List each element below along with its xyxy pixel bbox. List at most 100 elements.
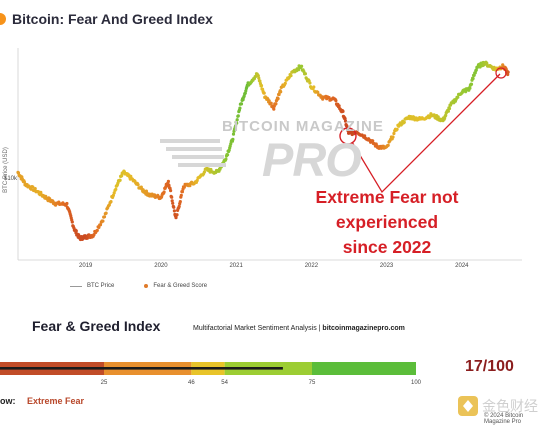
annotation-arrow-lines	[351, 73, 501, 194]
legend-line-icon	[70, 285, 82, 287]
price-point	[447, 106, 452, 111]
price-point	[276, 97, 280, 101]
price-point	[238, 106, 242, 110]
gauge-threshold-label: 75	[309, 380, 316, 386]
legend-label-score: Fear & Greed Score	[153, 283, 208, 289]
gauge-threshold-label: 25	[101, 380, 108, 386]
gauge-segment	[312, 362, 416, 375]
annotation-line-3: since 2022	[342, 237, 432, 257]
price-point	[98, 223, 103, 227]
price-point	[432, 113, 436, 117]
price-point	[337, 104, 341, 108]
legend-item-price[interactable]: BTC Price	[70, 283, 114, 289]
price-point	[231, 137, 235, 141]
price-point	[166, 179, 170, 183]
now-label: ow:	[0, 396, 16, 406]
x-tick-labels: 2019 2020 2021 2022 2023 2024	[79, 263, 469, 269]
x-tick-label: 2024	[455, 263, 469, 269]
price-point	[171, 201, 175, 205]
price-point	[170, 199, 174, 203]
annotation-line-1: Extreme Fear not	[315, 187, 459, 207]
price-point	[506, 72, 510, 77]
price-point	[267, 99, 271, 103]
chart-legend: BTC Price Fear & Greed Score	[70, 283, 207, 289]
price-point	[469, 82, 474, 86]
price-point	[334, 99, 338, 103]
price-point	[444, 113, 448, 117]
price-point	[259, 84, 264, 88]
price-point	[226, 153, 230, 157]
price-point	[33, 187, 37, 191]
chart-header: Bitcoin: Fear And Greed Index	[0, 0, 550, 40]
price-point	[256, 74, 260, 78]
price-point	[231, 132, 236, 136]
gauge-threshold-labels: 25 46 54 75 100	[101, 380, 422, 386]
y-tick-labels: $10k	[4, 176, 18, 182]
y-tick-label: $10k	[4, 176, 18, 182]
price-point	[308, 81, 312, 85]
fear-greed-subtitle: Multifactorial Market Sentiment Analysis…	[193, 325, 405, 332]
price-point	[303, 72, 307, 76]
watermark-bars-icon	[160, 135, 240, 175]
site-link[interactable]: bitcoinmagazinepro.com	[322, 325, 405, 332]
price-point	[506, 70, 510, 74]
legend-label-price: BTC Price	[87, 283, 115, 289]
price-point	[312, 85, 316, 89]
x-tick-label: 2020	[154, 263, 168, 269]
price-point	[118, 178, 122, 182]
price-point	[241, 98, 245, 102]
highlight-circle-2022	[339, 127, 357, 145]
price-point	[162, 190, 166, 194]
price-point	[229, 142, 233, 146]
price-point	[474, 68, 478, 72]
extreme-fear-annotation: Extreme Fear not experienced since 2022	[298, 185, 476, 260]
now-sentiment: Extreme Fear	[27, 396, 85, 406]
price-point	[177, 204, 181, 208]
price-chart: 2019 2020 2021 2022 2023 2024 $10k BTC Price …	[3, 48, 522, 269]
price-point	[316, 90, 320, 94]
legend-dot-icon	[144, 284, 149, 288]
x-tick-label: 2023	[380, 263, 394, 269]
price-point	[244, 89, 248, 93]
legend-item-score[interactable]: Fear & Greed Score	[144, 283, 207, 289]
price-point	[289, 74, 293, 78]
price-point	[29, 187, 33, 191]
footer-overlay-text: 金色财经	[482, 398, 538, 415]
price-point	[272, 107, 276, 111]
price-point	[39, 190, 43, 194]
price-point	[174, 216, 178, 220]
price-point	[170, 195, 174, 199]
watermark-line-2: PRO	[262, 133, 362, 186]
price-point	[392, 131, 396, 136]
price-point	[180, 190, 184, 194]
price-point	[102, 215, 107, 219]
subtitle-text: Multifactorial Market Sentiment Analysis…	[193, 325, 323, 332]
price-point	[65, 201, 69, 206]
price-point	[235, 121, 239, 125]
x-tick-label: 2021	[229, 263, 243, 269]
gauge-threshold-label: 46	[188, 380, 195, 386]
data-points	[16, 60, 510, 242]
price-point	[471, 76, 475, 81]
price-point	[371, 139, 375, 143]
price-point	[31, 185, 35, 189]
price-point	[485, 61, 489, 65]
price-point	[224, 157, 228, 161]
price-point	[279, 90, 283, 94]
price-point	[202, 170, 206, 174]
fear-greed-gauge: 25 46 54 75 100	[0, 362, 422, 386]
price-point	[179, 193, 183, 197]
price-point	[167, 183, 171, 187]
gauge-threshold-label: 100	[411, 380, 422, 386]
price-point	[436, 115, 440, 119]
watermark-line-1: BITCOIN MAGAZINE	[222, 118, 384, 135]
price-point	[172, 209, 176, 213]
price-point	[343, 119, 348, 123]
price-point	[239, 102, 244, 106]
gauge-current-level	[0, 367, 283, 370]
watermark-logo-icon: 金色财经	[456, 394, 550, 420]
price-point	[391, 135, 395, 139]
price-point	[95, 228, 99, 232]
price-point	[258, 79, 262, 83]
price-point	[74, 229, 78, 233]
